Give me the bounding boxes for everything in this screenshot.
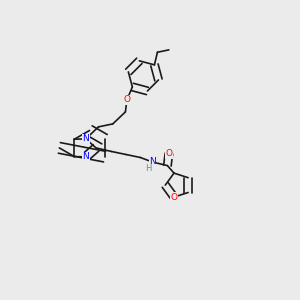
Text: O: O [165,149,172,158]
Text: O: O [123,95,130,104]
Text: N: N [149,158,156,166]
Text: H: H [146,164,152,173]
Text: N: N [82,152,89,161]
Text: O: O [170,193,178,202]
Text: N: N [82,134,89,143]
